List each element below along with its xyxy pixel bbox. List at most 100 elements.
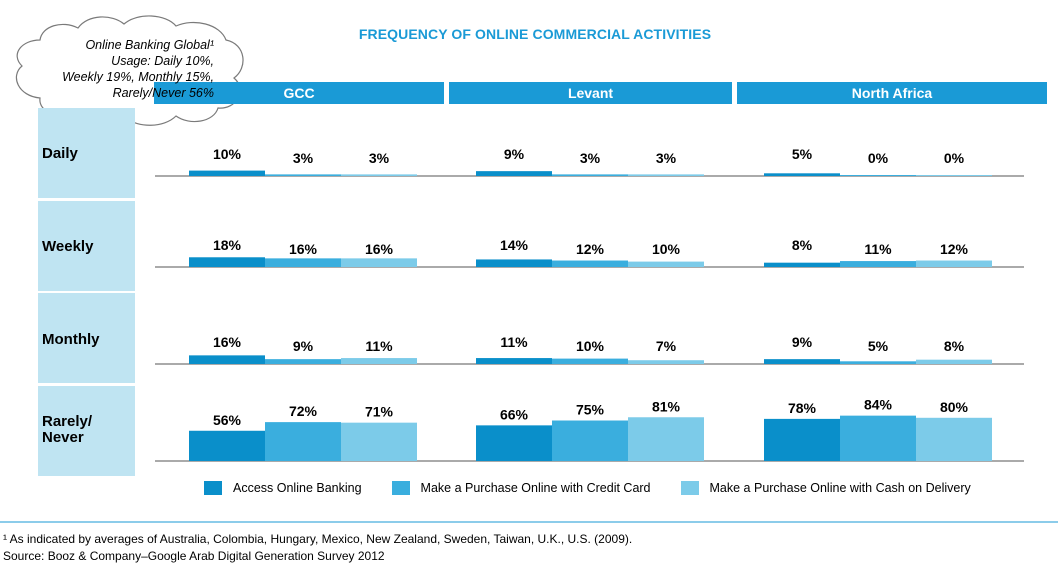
bar-north-africa-daily-make-a-purchase-online-with-credit-card: [840, 175, 916, 176]
bar-north-africa-rarely-never-make-a-purchase-online-with-credit-card: [840, 415, 916, 461]
bar-north-africa-weekly-access-online-banking: [764, 262, 840, 267]
bar-gcc-daily-make-a-purchase-online-with-cash-on-delivery: [341, 174, 417, 176]
bar-gcc-weekly-make-a-purchase-online-with-cash-on-delivery: [341, 258, 417, 267]
data-label: 0%: [944, 150, 965, 166]
legend: Access Online Banking Make a Purchase On…: [204, 481, 971, 495]
data-label: 84%: [864, 397, 893, 413]
data-label: 3%: [369, 150, 390, 166]
data-label: 5%: [868, 338, 889, 354]
data-label: 11%: [864, 241, 892, 257]
data-label: 75%: [576, 402, 605, 418]
bar-levant-rarely-never-access-online-banking: [476, 425, 552, 461]
legend-swatch: [204, 481, 222, 495]
region-header-label: GCC: [283, 85, 314, 101]
bar-levant-daily-access-online-banking: [476, 171, 552, 176]
footnote-source: Source: Booz & Company–Google Arab Digit…: [3, 549, 385, 563]
legend-item-credit-card: Make a Purchase Online with Credit Card: [391, 481, 651, 495]
legend-item-online-banking: Access Online Banking: [204, 481, 362, 495]
bar-gcc-weekly-access-online-banking: [189, 257, 265, 267]
bar-levant-rarely-never-make-a-purchase-online-with-cash-on-delivery: [628, 417, 704, 461]
data-label: 3%: [580, 150, 601, 166]
bar-north-africa-rarely-never-access-online-banking: [764, 418, 840, 461]
bar-north-africa-rarely-never-make-a-purchase-online-with-cash-on-delivery: [916, 417, 992, 461]
data-label: 66%: [500, 406, 529, 422]
data-label: 16%: [213, 334, 242, 350]
data-label: 11%: [500, 334, 528, 350]
data-label: 18%: [213, 237, 242, 253]
bar-levant-monthly-make-a-purchase-online-with-credit-card: [552, 358, 628, 364]
legend-label: Make a Purchase Online with Cash on Deli…: [709, 481, 971, 495]
data-label: 10%: [576, 338, 605, 354]
data-label: 12%: [940, 241, 969, 257]
footnote: ¹ As indicated by averages of Australia,…: [3, 531, 632, 565]
row-label-weekly: Weekly: [42, 238, 94, 255]
legend-swatch: [391, 481, 410, 495]
bar-gcc-weekly-make-a-purchase-online-with-credit-card: [265, 258, 341, 267]
data-label: 8%: [792, 237, 813, 253]
data-label: 71%: [365, 404, 394, 420]
data-label: 78%: [788, 400, 817, 416]
bar-levant-daily-make-a-purchase-online-with-credit-card: [552, 174, 628, 176]
data-label: 16%: [365, 241, 394, 257]
bar-gcc-rarely-never-make-a-purchase-online-with-credit-card: [265, 422, 341, 461]
data-label: 14%: [500, 237, 529, 253]
data-label: 9%: [792, 334, 813, 350]
bar-levant-daily-make-a-purchase-online-with-cash-on-delivery: [628, 174, 704, 176]
bar-north-africa-monthly-make-a-purchase-online-with-cash-on-delivery: [916, 359, 992, 364]
bar-gcc-monthly-make-a-purchase-online-with-cash-on-delivery: [341, 358, 417, 364]
row-label-monthly: Monthly: [42, 331, 100, 348]
bar-gcc-rarely-never-access-online-banking: [189, 430, 265, 461]
data-label: 81%: [652, 398, 681, 414]
data-label: 16%: [289, 241, 318, 257]
bar-north-africa-weekly-make-a-purchase-online-with-cash-on-delivery: [916, 260, 992, 267]
data-label: 5%: [792, 146, 813, 162]
row-label-block-daily: [38, 108, 135, 198]
bar-gcc-daily-access-online-banking: [189, 170, 265, 176]
data-label: 8%: [944, 338, 965, 354]
footnote-note: ¹ As indicated by averages of Australia,…: [3, 532, 633, 546]
legend-swatch: [680, 481, 699, 495]
bar-gcc-rarely-never-make-a-purchase-online-with-cash-on-delivery: [341, 422, 417, 461]
data-label: 11%: [365, 338, 393, 354]
bar-levant-monthly-make-a-purchase-online-with-cash-on-delivery: [628, 360, 704, 364]
row-label-block-monthly: [38, 293, 135, 383]
data-label: 10%: [652, 241, 681, 257]
chart-title: FREQUENCY OF ONLINE COMMERCIAL ACTIVITIE…: [358, 26, 712, 42]
callout-line: Usage: Daily 10%,: [111, 54, 214, 68]
callout-text: Online Banking Global¹ Usage: Daily 10%,…: [34, 37, 214, 101]
bar-north-africa-daily-access-online-banking: [764, 173, 840, 176]
data-label: 9%: [293, 338, 314, 354]
data-label: 12%: [576, 241, 605, 257]
bar-levant-monthly-access-online-banking: [476, 358, 552, 364]
region-header-levant: [449, 82, 732, 104]
bar-levant-weekly-access-online-banking: [476, 259, 552, 267]
bar-north-africa-weekly-make-a-purchase-online-with-credit-card: [840, 261, 916, 267]
data-label: 9%: [504, 146, 525, 162]
bar-levant-rarely-never-make-a-purchase-online-with-credit-card: [552, 420, 628, 461]
callout-line: Rarely/Never 56%: [112, 86, 214, 100]
data-label: 56%: [213, 412, 242, 428]
data-label: 10%: [213, 146, 242, 162]
bar-north-africa-monthly-make-a-purchase-online-with-credit-card: [840, 361, 916, 364]
region-header-label: Levant: [568, 85, 613, 101]
callout-line: Online Banking Global¹: [85, 38, 214, 52]
row-label-daily: Daily: [42, 145, 79, 162]
legend-label: Make a Purchase Online with Credit Card: [420, 481, 651, 495]
data-label: 72%: [289, 403, 318, 419]
region-header-label: North Africa: [852, 85, 933, 101]
region-header-north-africa: [737, 82, 1047, 104]
callout-line: Weekly 19%, Monthly 15%,: [62, 70, 214, 84]
data-label: 80%: [940, 399, 969, 415]
data-label: 7%: [656, 338, 677, 354]
row-label-block-rarely-never: [38, 386, 135, 476]
data-label: 3%: [656, 150, 677, 166]
bar-levant-weekly-make-a-purchase-online-with-credit-card: [552, 260, 628, 267]
data-label: 0%: [868, 150, 889, 166]
data-label: 3%: [293, 150, 314, 166]
row-label-rarely-never: Rarely/Never: [42, 413, 93, 446]
legend-label: Access Online Banking: [233, 481, 362, 495]
bar-north-africa-monthly-access-online-banking: [764, 359, 840, 364]
region-header-gcc: [154, 82, 444, 104]
row-label-block-weekly: [38, 201, 135, 291]
